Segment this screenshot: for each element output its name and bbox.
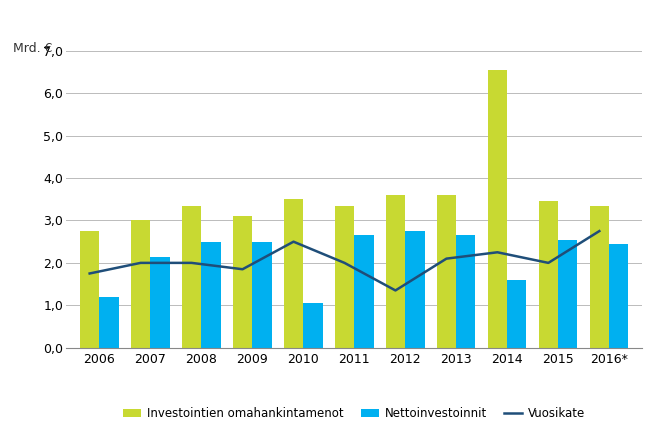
Bar xyxy=(590,206,609,348)
Bar xyxy=(131,220,150,348)
Bar xyxy=(252,242,271,348)
Legend: Investointien omahankintamenot, Nettoinvestoinnit, Vuosikate: Investointien omahankintamenot, Nettoinv… xyxy=(123,407,585,420)
Bar xyxy=(609,244,628,348)
Bar xyxy=(182,206,201,348)
Bar xyxy=(99,297,118,348)
Bar xyxy=(354,235,373,348)
Bar xyxy=(201,242,220,348)
Bar xyxy=(558,240,577,348)
Bar xyxy=(303,303,322,348)
Bar xyxy=(386,195,405,348)
Bar xyxy=(405,231,424,348)
Bar xyxy=(284,199,303,348)
Bar xyxy=(507,280,526,348)
Bar xyxy=(80,231,99,348)
Bar xyxy=(335,206,354,348)
Bar xyxy=(437,195,456,348)
Bar xyxy=(233,216,252,348)
Bar xyxy=(150,257,169,348)
Bar xyxy=(488,70,507,348)
Text: Mrd. €: Mrd. € xyxy=(13,42,53,56)
Bar xyxy=(539,201,558,348)
Bar xyxy=(456,235,475,348)
